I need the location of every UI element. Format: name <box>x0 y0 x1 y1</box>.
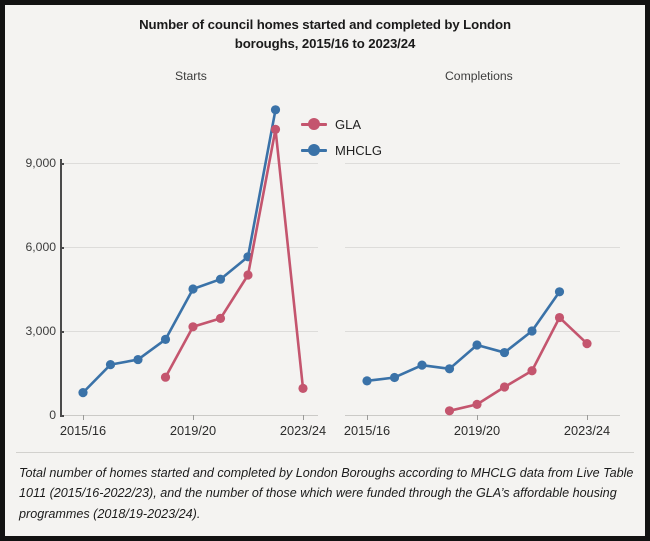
gridline-9000 <box>345 163 620 164</box>
data-point-starts-mhclg-2020-21[interactable] <box>215 274 226 284</box>
chart-title-line-1: Number of council homes started and comp… <box>139 17 511 32</box>
x-tick-2019-20 <box>477 415 478 420</box>
x-tick-2023-24 <box>303 415 304 420</box>
data-point-completions-mhclg-2015-16[interactable] <box>362 376 372 386</box>
data-point-starts-mhclg-2019-20[interactable] <box>188 284 198 294</box>
plot-area-starts: 0 3,000 6,000 9,000 2015/16 2019/20 2023/24 <box>26 93 326 438</box>
chart-legend: GLA MHCLG <box>301 111 382 163</box>
line-starts-mhclg <box>81 108 277 394</box>
x-axis-label-2023-24: 2023/24 <box>563 423 611 438</box>
legend-label-gla: GLA <box>335 116 362 132</box>
line-starts-gla <box>164 128 305 390</box>
gridline-3000 <box>345 331 620 332</box>
legend-item-gla[interactable]: GLA <box>301 111 382 137</box>
gridline-0 <box>345 415 620 416</box>
chart-title-line-2: boroughs, 2015/16 to 2023/24 <box>234 35 416 51</box>
y-tick-9000 <box>60 163 64 165</box>
x-axis-label-2019-20: 2019/20 <box>453 423 501 438</box>
y-tick-0 <box>60 415 64 417</box>
series-layer-starts <box>78 105 308 398</box>
data-point-starts-mhclg-2017-18[interactable] <box>133 354 143 365</box>
y-axis-label-9000: 9,000 <box>25 156 57 170</box>
x-axis-label-2015-16: 2015/16 <box>59 423 107 438</box>
x-tick-2023-24 <box>587 415 588 420</box>
data-point-completions-gla-2018-19[interactable] <box>444 406 455 416</box>
data-point-starts-gla-2020-21[interactable] <box>215 313 226 323</box>
footnote-line-3: GLA’s affordable housing programmes (201… <box>19 486 617 521</box>
data-point-completions-gla-2022-23[interactable] <box>554 312 565 323</box>
gridline-6000 <box>345 247 620 248</box>
x-tick-2015-16 <box>83 415 84 420</box>
y-axis-label-0: 0 <box>49 408 56 422</box>
figure-canvas: Number of council homes started and comp… <box>5 5 645 536</box>
footnote-line-1: Total number of homes started and comple… <box>19 466 573 480</box>
y-axis-spine <box>60 159 62 415</box>
y-axis-label-6000: 6,000 <box>25 240 57 254</box>
gridline-6000 <box>63 247 318 248</box>
x-axis-label-2015-16: 2015/16 <box>343 423 391 438</box>
footnote-divider <box>16 452 634 453</box>
x-tick-2019-20 <box>193 415 194 420</box>
y-tick-6000 <box>60 247 64 249</box>
panel-caption-starts: Starts <box>175 69 207 83</box>
data-point-starts-gla-2018-19[interactable] <box>160 372 171 382</box>
data-point-starts-gla-2023-24[interactable] <box>298 383 308 393</box>
gridline-0 <box>63 415 318 416</box>
footnote-line-2: Live Table 1011 (2015/16-2022/23), and t… <box>19 466 634 501</box>
data-point-starts-gla-2021-22[interactable] <box>243 270 253 280</box>
legend-swatch-gla-icon <box>301 118 327 130</box>
data-point-completions-mhclg-2019-20[interactable] <box>472 340 482 350</box>
y-tick-3000 <box>60 331 64 333</box>
data-point-starts-mhclg-2016-17[interactable] <box>105 360 116 370</box>
chart-title: Number of council homes started and comp… <box>45 16 605 53</box>
data-point-starts-mhclg-2015-16[interactable] <box>78 388 88 398</box>
data-point-completions-gla-2021-22[interactable] <box>527 366 537 376</box>
x-axis-label-2019-20: 2019/20 <box>169 423 217 438</box>
x-tick-2015-16 <box>367 415 368 420</box>
plot-area-completions: 2015/16 2019/20 2023/24 <box>344 93 620 438</box>
x-axis-label-2023-24: 2023/24 <box>279 423 327 438</box>
series-layer-completions <box>362 287 592 416</box>
y-axis-label-3000: 3,000 <box>25 324 57 338</box>
line-completions-gla <box>448 316 589 413</box>
data-point-starts-gla-2022-23[interactable] <box>270 124 281 134</box>
data-point-completions-gla-2023-24[interactable] <box>582 339 592 349</box>
data-point-starts-mhclg-2022-23[interactable] <box>270 105 281 115</box>
legend-swatch-mhclg-icon <box>301 144 327 156</box>
data-point-completions-mhclg-2020-21[interactable] <box>499 347 510 358</box>
data-point-completions-gla-2019-20[interactable] <box>472 399 482 409</box>
data-point-completions-mhclg-2018-19[interactable] <box>444 364 455 374</box>
data-point-starts-mhclg-2018-19[interactable] <box>160 334 171 344</box>
legend-label-mhclg: MHCLG <box>335 142 382 158</box>
data-point-starts-gla-2019-20[interactable] <box>188 322 198 332</box>
data-point-completions-mhclg-2016-17[interactable] <box>389 372 400 383</box>
line-completions-mhclg <box>365 290 561 383</box>
panel-caption-completions: Completions <box>445 69 513 83</box>
data-point-completions-mhclg-2017-18[interactable] <box>417 360 427 370</box>
chart-footnote: Total number of homes started and comple… <box>19 463 635 524</box>
legend-item-mhclg[interactable]: MHCLG <box>301 137 382 163</box>
data-point-completions-mhclg-2021-22[interactable] <box>527 326 537 336</box>
data-point-completions-gla-2020-21[interactable] <box>499 382 510 392</box>
data-point-completions-mhclg-2022-23[interactable] <box>554 287 565 297</box>
gridline-9000 <box>63 163 318 164</box>
